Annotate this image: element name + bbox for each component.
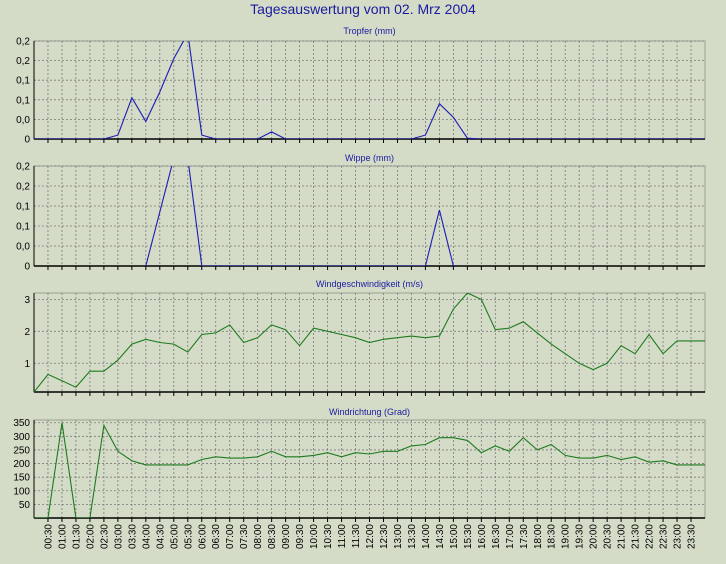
chart-panel-2: Windgeschwindigkeit (m/s) 1 2 3: [24, 279, 706, 396]
y-tick-label: 50: [19, 500, 31, 511]
y-tick-label: 0,1: [16, 95, 30, 106]
y-tick-label: 0,2: [16, 162, 30, 173]
y-tick-label: 1: [24, 359, 30, 370]
x-tick-label: 23:00: [673, 524, 684, 549]
y-tick-label: 150: [13, 473, 30, 484]
x-tick-label: 09:00: [281, 524, 292, 549]
chart-title-2: Windgeschwindigkeit (m/s): [316, 279, 423, 289]
x-tick-label: 09:30: [295, 524, 306, 549]
x-tick-label: 16:00: [477, 524, 488, 549]
x-tick-label: 04:30: [155, 524, 166, 549]
x-tick-label: 01:30: [71, 524, 82, 549]
x-tick-label: 10:00: [309, 524, 320, 549]
x-tick-label: 11:00: [337, 524, 348, 549]
y-tick-label: 250: [13, 445, 30, 456]
y-tick-label: 200: [13, 459, 30, 470]
x-tick-label: 17:00: [505, 524, 516, 549]
x-tick-label: 00:30: [44, 524, 55, 549]
x-tick-label: 03:30: [127, 524, 138, 549]
chart-panel-3: Windrichtung (Grad) 50 100 150 200 250 300 350: [13, 407, 706, 522]
chart-title-3: Windrichtung (Grad): [329, 407, 410, 417]
x-tick-label: 22:00: [645, 524, 656, 549]
series-line-1-0: [145, 166, 454, 266]
x-tick-label: 19:30: [575, 524, 586, 549]
y-tick-label: 0,1: [16, 222, 30, 233]
y-tick-label: 0: [24, 135, 30, 146]
x-tick-label: 15:30: [463, 524, 474, 549]
x-tick-label: 02:00: [85, 524, 96, 549]
x-tick-label: 07:30: [239, 524, 250, 549]
chart-panel-1: Wippe (mm) 0 0,0 0,1 0,1 0,2 0,2: [16, 153, 706, 273]
y-tick-label: 0,2: [16, 56, 30, 67]
y-tick-label: 0,2: [16, 182, 30, 193]
y-tick-label: 2: [24, 327, 30, 338]
y-tick-label: 300: [13, 432, 30, 443]
y-tick-label: 3: [24, 295, 30, 306]
x-axis-labels: 00:30 01:00 01:30 02:00 02:30 03:00 03:30 04:00…: [44, 524, 698, 549]
y-tick-label: 0,1: [16, 202, 30, 213]
x-tick-label: 10:30: [323, 524, 334, 549]
y-tick-label: 0,2: [16, 37, 30, 48]
x-tick-label: 13:30: [407, 524, 418, 549]
x-tick-label: 15:00: [449, 524, 460, 549]
x-tick-label: 05:00: [169, 524, 180, 549]
chart-title-0: Tropfer (mm): [343, 26, 395, 36]
x-tick-label: 18:30: [547, 524, 558, 549]
x-tick-label: 14:00: [421, 524, 432, 549]
y-tick-label: 100: [13, 486, 30, 497]
series-line-2-0: [34, 293, 705, 392]
y-tick-label: 0: [24, 262, 30, 273]
x-tick-label: 12:30: [379, 524, 390, 549]
x-tick-label: 06:00: [197, 524, 208, 549]
series-line-3-0: [34, 422, 705, 518]
x-tick-label: 21:30: [631, 524, 642, 549]
chart-panel-0: Tropfer (mm) 0 0,0 0,1 0,1 0,2 0,2: [16, 26, 706, 146]
y-tick-label: 0,0: [16, 242, 30, 253]
x-tick-label: 20:30: [603, 524, 614, 549]
x-tick-label: 22:30: [659, 524, 670, 549]
y-tick-label: 0,0: [16, 115, 30, 126]
x-tick-label: 08:30: [267, 524, 278, 549]
x-tick-label: 03:00: [113, 524, 124, 549]
x-tick-label: 18:00: [533, 524, 544, 549]
x-tick-label: 01:00: [58, 524, 69, 549]
x-tick-label: 11:30: [351, 524, 362, 549]
y-tick-label: 0,1: [16, 76, 30, 87]
x-tick-label: 20:00: [589, 524, 600, 549]
page-title: Tagesauswertung vom 02. Mrz 2004: [250, 1, 476, 17]
chart-title-1: Wippe (mm): [345, 153, 394, 163]
x-tick-label: 21:00: [617, 524, 628, 549]
x-tick-label: 08:00: [253, 524, 264, 549]
x-tick-label: 13:00: [393, 524, 404, 549]
x-tick-label: 16:30: [491, 524, 502, 549]
x-tick-label: 19:00: [561, 524, 572, 549]
x-tick-label: 05:30: [183, 524, 194, 549]
x-tick-label: 17:30: [519, 524, 530, 549]
x-tick-label: 02:30: [99, 524, 110, 549]
x-tick-label: 06:30: [211, 524, 222, 549]
x-tick-label: 23:30: [687, 524, 698, 549]
series-line-0-0: [34, 41, 705, 139]
x-tick-label: 12:00: [365, 524, 376, 549]
x-tick-label: 14:30: [435, 524, 446, 549]
x-tick-label: 04:00: [141, 524, 152, 549]
x-tick-label: 07:00: [225, 524, 236, 549]
y-tick-label: 350: [13, 418, 30, 429]
